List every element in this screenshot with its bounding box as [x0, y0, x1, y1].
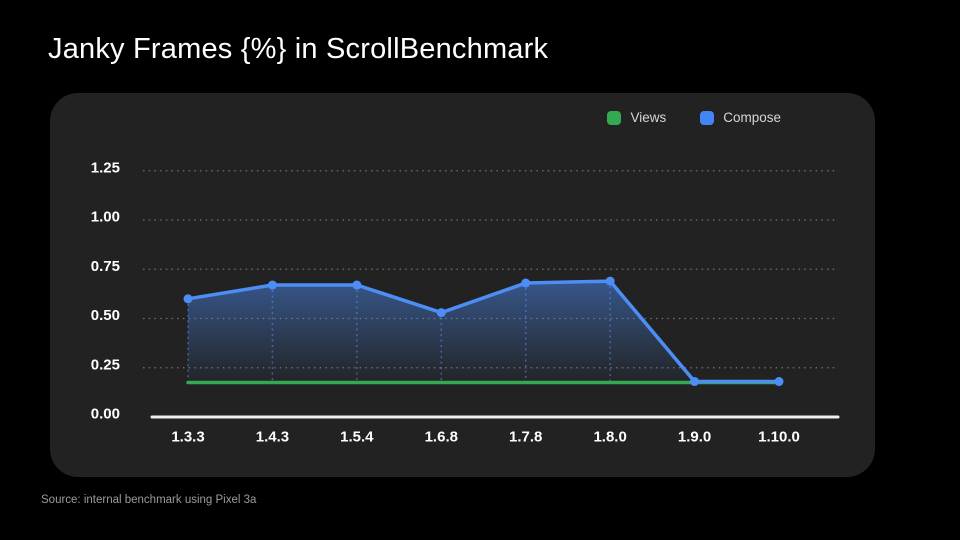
data-point-marker — [605, 276, 615, 286]
legend-label-views: Views — [630, 110, 667, 125]
x-tick-label: 1.9.0 — [678, 429, 711, 446]
x-tick-label: 1.6.8 — [425, 429, 458, 446]
y-tick-label: 0.25 — [91, 356, 120, 373]
legend-item-compose: Compose — [700, 110, 781, 125]
y-tick-label: 0.75 — [91, 258, 120, 275]
x-tick-label: 1.10.0 — [758, 429, 800, 446]
data-point-marker — [267, 280, 277, 290]
data-point-marker — [690, 377, 700, 387]
views-swatch-icon — [607, 110, 622, 125]
legend-item-views: Views — [607, 110, 666, 125]
x-tick-label: 1.3.3 — [171, 429, 204, 446]
compose-line — [186, 279, 781, 384]
x-tick-label: 1.8.0 — [593, 429, 626, 446]
x-tick-label: 1.4.3 — [256, 429, 289, 446]
legend-label-compose: Compose — [723, 110, 781, 125]
data-point-marker — [183, 294, 193, 304]
x-tick-label: 1.5.4 — [340, 429, 374, 446]
page-title: Janky Frames {%} in ScrollBenchmark — [48, 33, 549, 65]
janky-frames-chart: 0.00 0.25 0.50 0.75 1.00 1.25 1.3.3 1.4.3 1.5.4 1… — [91, 159, 840, 446]
y-tick-label: 1.00 — [91, 209, 120, 226]
compose-swatch-icon — [700, 110, 715, 125]
data-point-marker — [521, 278, 531, 288]
legend: Views Compose — [607, 110, 781, 125]
data-point-marker — [352, 280, 362, 290]
y-tick-label: 1.25 — [91, 159, 120, 176]
chart-panel: 0.00 0.25 0.50 0.75 1.00 1.25 1.3.3 1.4.3 1.5.4 1… — [50, 93, 875, 477]
source-note: Source: internal benchmark using Pixel 3… — [41, 494, 257, 506]
data-point-marker — [436, 308, 446, 318]
data-point-marker — [774, 377, 784, 387]
y-tick-label: 0.00 — [91, 406, 120, 423]
y-tick-label: 0.50 — [91, 307, 120, 324]
x-tick-label: 1.7.8 — [509, 429, 542, 446]
